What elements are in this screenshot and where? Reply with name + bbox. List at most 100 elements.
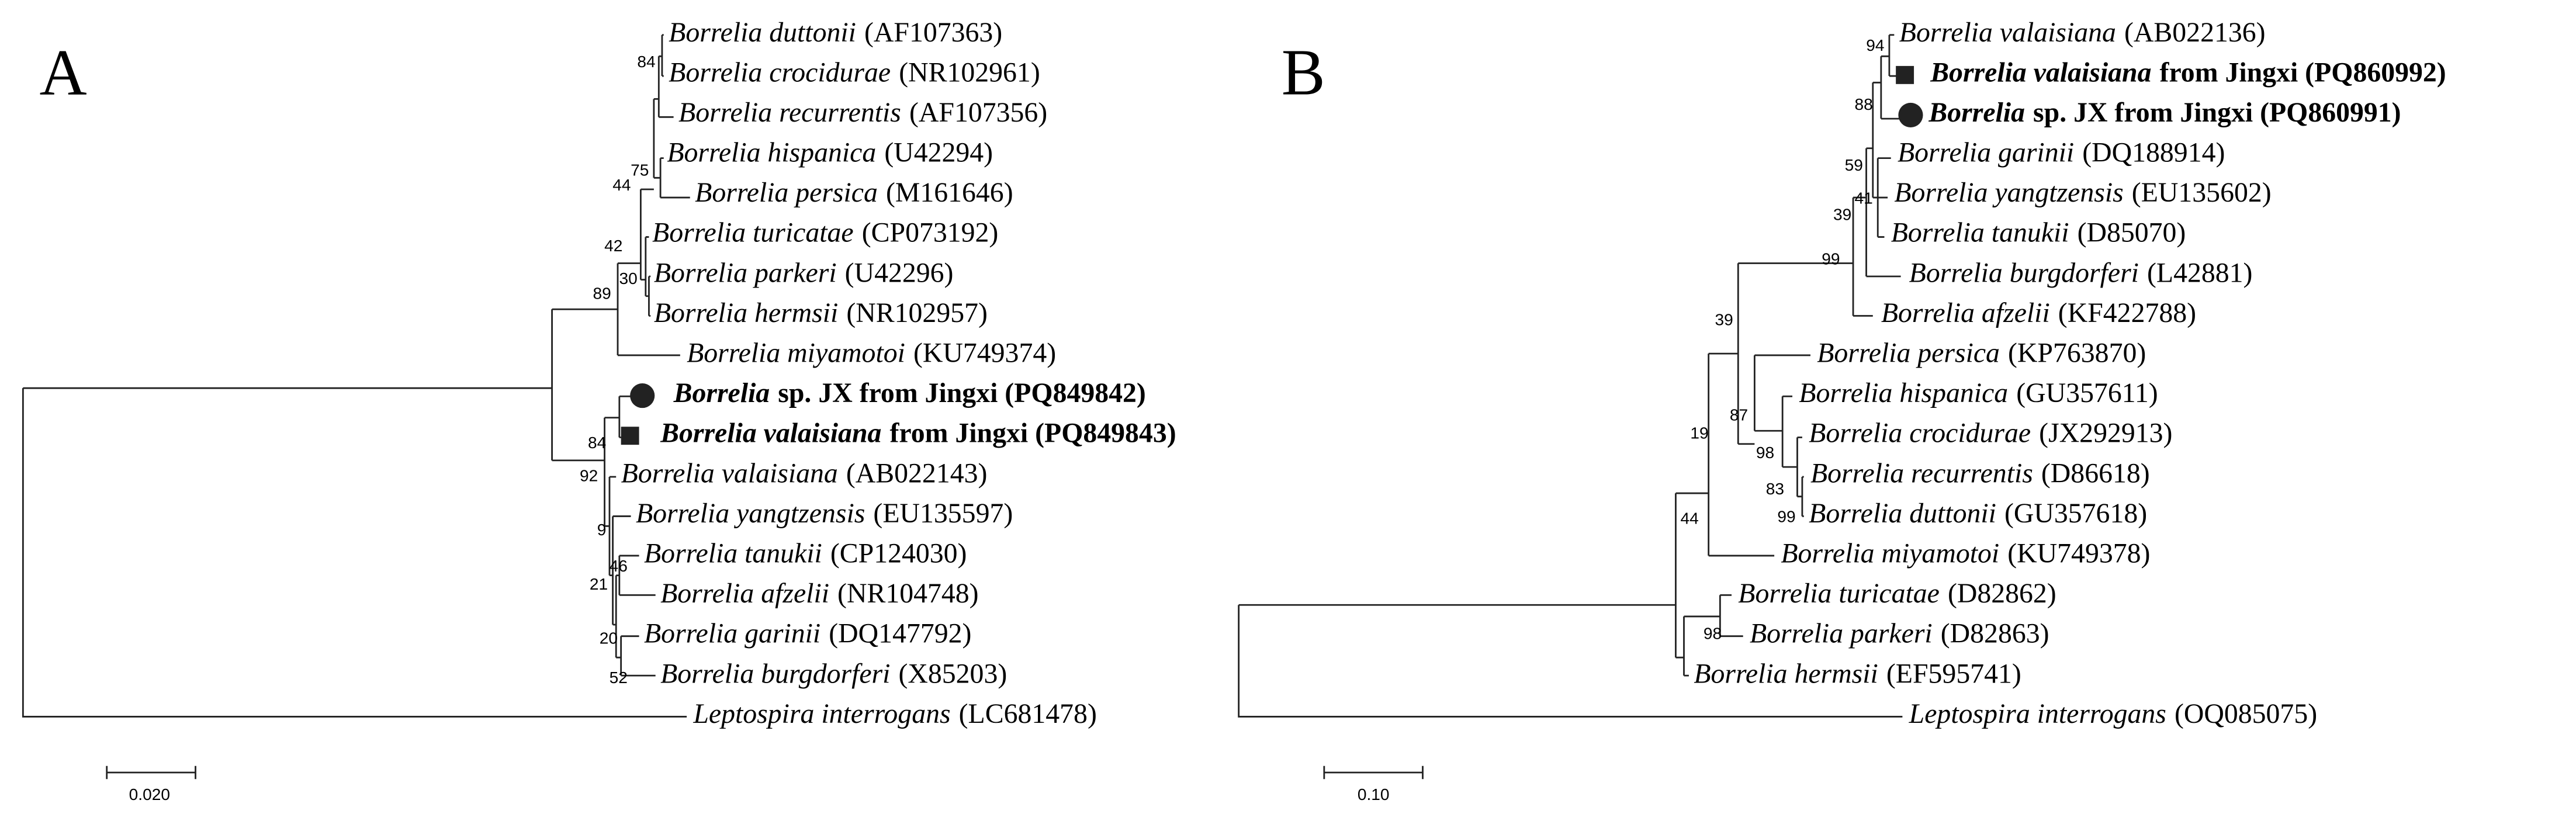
taxon-detail: (CP124030) [830,538,967,569]
bootstrap-value: 52 [610,668,628,687]
taxon-label: Borrelia crocidurae (JX292913) [1809,418,2172,449]
taxon-detail: (AB022143) [846,458,988,489]
taxon-label: Borrelia duttonii (GU357618) [1809,498,2147,529]
taxon-label: Borrelia hispanica (GU357611) [1799,377,2158,408]
taxon-name: Borrelia burgdorferi [660,658,890,689]
taxon-detail: (DQ147792) [829,618,971,649]
marker-square [621,427,639,445]
taxon-detail: (U42294) [884,137,993,168]
taxon-label: Borrelia hermsii (NR102957) [654,297,988,328]
bootstrap-value: 19 [1690,424,1708,442]
taxon-label: Borrelia burgdorferi (X85203) [660,658,1007,689]
bootstrap-value: 92 [580,466,598,484]
taxon-detail: (KP763870) [2008,337,2146,368]
taxon-name: Borrelia burgdorferi [1909,257,2139,288]
taxon-name: Borrelia [1928,97,2025,128]
taxon-name: Borrelia valaisiana [1930,57,2151,88]
taxon-detail: (AB022136) [2124,17,2266,48]
taxon-detail: (M161646) [886,177,1013,208]
taxon-detail: (CP073192) [862,217,999,248]
bootstrap-value: 20 [600,629,618,647]
bootstrap-value: 39 [1833,205,1851,223]
taxon-detail: (L42881) [2147,257,2252,288]
taxon-detail: (D82862) [1948,578,2056,609]
taxon-name: Leptospira interrogans [693,698,950,729]
taxon-detail: (GU357611) [2016,377,2158,408]
taxon-label: Borrelia recurrentis (D86618) [1810,458,2150,489]
taxon-name: Borrelia parkeri [1750,618,1933,649]
taxon-label: Borrelia garinii (DQ147792) [644,618,971,649]
bootstrap-value: 84 [637,53,655,71]
bootstrap-value: 88 [1855,95,1873,113]
taxon-detail: (D82863) [1941,618,2049,649]
bootstrap-value: 39 [1715,310,1733,328]
taxon-detail: sp. JX from Jingxi (PQ849842) [778,377,1146,408]
taxon-detail: (DQ188914) [2082,137,2225,168]
taxon-name: Leptospira interrogans [1909,698,2166,729]
taxon-name: Borrelia valaisiana [1899,17,2116,48]
taxon-label: Borrelia recurrentis (AF107356) [678,97,1047,128]
taxon-detail: from Jingxi (PQ860992) [2160,57,2446,88]
taxon-detail: (EU135597) [873,498,1013,529]
taxon-label: Borrelia garinii (DQ188914) [1898,137,2225,168]
taxon-detail: (KU749378) [2007,538,2150,569]
taxon-label: Borrelia valaisiana from Jingxi (PQ849843… [660,418,1176,449]
panel-label: B [1282,36,1325,109]
bootstrap-value: 44 [612,176,631,194]
scale-label: 0.020 [129,785,170,803]
taxon-name: Borrelia turicatae [652,217,854,248]
taxon-label: Borrelia sp. JX from Jingxi (PQ849842) [673,377,1146,408]
taxon-name: Borrelia afzelii [1881,297,2050,328]
tree-b-branches [1238,34,1903,718]
bootstrap-value: 42 [604,237,622,255]
bootstrap-value: 99 [1777,508,1795,526]
taxon-label: Borrelia hispanica (U42294) [667,137,993,168]
taxon-detail: (EU135602) [2132,177,2272,208]
taxon-detail: (GU357618) [2004,498,2147,529]
taxon-name: Borrelia [673,377,770,408]
panel-label: A [39,36,86,109]
taxon-detail: (LC681478) [959,698,1097,729]
taxon-detail: sp. JX from Jingxi (PQ860991) [2033,97,2401,128]
taxon-label: Borrelia turicatae (D82862) [1738,578,2056,609]
taxon-label: Borrelia afzelii (NR104748) [660,578,978,609]
taxon-name: Borrelia miyamotoi [1781,538,1999,569]
marker-square [1896,65,1914,84]
taxon-label: Borrelia valaisiana from Jingxi (PQ860992… [1930,57,2446,88]
taxon-name: Borrelia persica [695,177,878,208]
taxon-name: Borrelia duttonii [1809,498,1996,529]
taxon-label: Borrelia hermsii (EF595741) [1694,658,2021,689]
taxon-label: Borrelia sp. JX from Jingxi (PQ860991) [1928,97,2401,128]
bootstrap-value: 89 [593,284,611,302]
taxon-detail: (JX292913) [2039,418,2172,449]
bootstrap-value: 41 [1855,189,1873,207]
bootstrap-value: 84 [588,434,606,452]
bootstrap-value: 87 [1730,406,1748,424]
taxon-name: Borrelia hermsii [654,297,838,328]
taxon-name: Borrelia hispanica [667,137,876,168]
taxon-detail: (X85203) [898,658,1007,689]
taxon-name: Borrelia garinii [1898,137,2074,168]
taxon-detail: (NR104748) [837,578,979,609]
marker-circle [1898,102,1923,128]
bootstrap-value: 44 [1681,509,1699,527]
taxon-label: Borrelia afzelii (KF422788) [1881,297,2196,328]
bootstrap-value: 59 [1845,156,1863,174]
taxon-name: Borrelia garinii [644,618,820,649]
marker-circle [630,383,655,408]
bootstrap-value: 94 [1866,36,1884,54]
taxon-label: Leptospira interrogans (OQ085075) [1909,698,2317,729]
taxon-detail: (NR102957) [846,297,988,328]
taxon-label: Borrelia duttonii (AF107363) [669,17,1002,48]
scale-bars [106,765,1424,780]
taxon-name: Borrelia hermsii [1694,658,1878,689]
taxon-name: Borrelia parkeri [654,257,837,288]
bootstrap-value: 98 [1704,624,1722,642]
taxon-name: Borrelia recurrentis [678,97,901,128]
taxon-detail: from Jingxi (PQ849843) [889,418,1176,449]
bootstrap-value: 99 [1822,250,1840,268]
taxon-label: Borrelia valaisiana (AB022143) [621,458,988,489]
taxon-label: Borrelia crocidurae (NR102961) [669,57,1040,88]
